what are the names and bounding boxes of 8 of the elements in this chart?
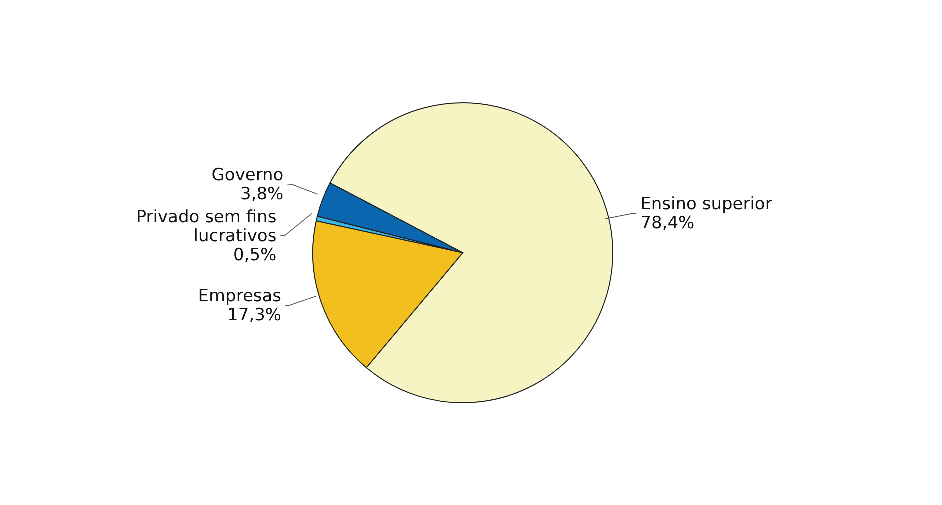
data-label: 0,5% — [233, 245, 277, 266]
data-label: 17,3% — [228, 306, 282, 326]
slice-label: Empresas — [198, 286, 282, 307]
slice-label: Governo — [212, 165, 284, 186]
slice-label: Ensino superior — [640, 194, 772, 215]
data-label: 78,4% — [640, 214, 695, 234]
slice-label: Privado sem fins lucrativos — [136, 207, 277, 246]
data-label: 3,8% — [240, 184, 284, 204]
